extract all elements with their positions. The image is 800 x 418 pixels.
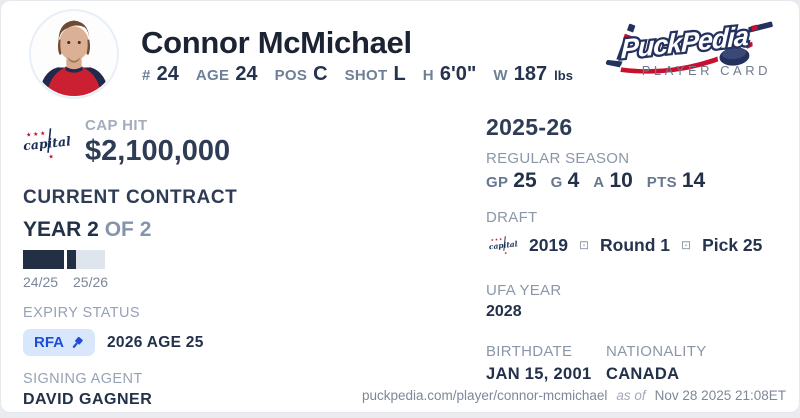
stat-assists: A 10 <box>593 169 633 193</box>
stat-label: POS <box>274 67 308 84</box>
stat-number: # 24 <box>142 63 179 86</box>
stat-points: PTS 14 <box>647 169 705 193</box>
stat-gp: GP 25 <box>486 169 537 193</box>
cap-hit-label: CAP HIT <box>85 117 148 134</box>
signing-agent-label: SIGNING AGENT <box>23 371 143 387</box>
draft-pick: Pick 25 <box>702 234 763 255</box>
stat-label: # <box>142 67 151 84</box>
stat-value: 24 <box>235 63 258 85</box>
regular-season-label: REGULAR SEASON <box>486 150 630 167</box>
profile-url-link[interactable]: puckpedia.com/player/connor-mcmichael <box>362 388 608 403</box>
separator-square-icon: ⊡ <box>681 238 692 252</box>
stat-age: AGE 24 <box>196 63 258 86</box>
stat-value: 10 <box>609 169 633 192</box>
draft-row: ★ ★ ★ capitals ★ 2019 ⊡ Round 1 ⊡ Pick 2… <box>486 233 786 257</box>
contract-year-progress-fill <box>67 250 76 269</box>
gavel-icon <box>72 336 83 348</box>
stat-value: 25 <box>513 169 537 192</box>
birthdate-value: JAN 15, 2001 <box>486 365 592 383</box>
svg-text:★ ★ ★: ★ ★ ★ <box>490 237 503 242</box>
stat-value: L <box>393 63 406 85</box>
capitals-logo: ★ ★ ★ capitals ★ <box>22 127 71 161</box>
stat-label: W <box>493 67 508 84</box>
hockey-stick-icon <box>604 22 637 70</box>
capitals-logo-small: ★ ★ ★ capitals ★ <box>488 236 518 255</box>
stat-value: 24 <box>156 63 179 85</box>
stat-label: G <box>550 174 563 191</box>
svg-text:★: ★ <box>504 251 508 255</box>
svg-text:★ ★ ★: ★ ★ ★ <box>26 129 46 138</box>
svg-text:★: ★ <box>48 153 54 161</box>
contract-year-current: YEAR 2 <box>23 218 99 241</box>
contract-year-labels: 24/25 25/26 <box>23 274 443 290</box>
contract-year-label: 24/25 <box>23 274 59 290</box>
nationality-value: CANADA <box>606 365 680 383</box>
contract-year-segment-complete <box>23 250 64 269</box>
contract-year-label: 25/26 <box>73 274 109 290</box>
stat-label: SHOT <box>344 67 388 84</box>
season-column: 2025-26 REGULAR SEASON GP 25 G 4 A 10 PT… <box>486 114 786 384</box>
contract-year-line: YEAR 2 OF 2 <box>23 218 443 242</box>
stat-goals: G 4 <box>551 169 580 193</box>
expiry-detail: 2026 AGE 25 <box>107 333 204 351</box>
stat-label: PTS <box>646 174 677 191</box>
draft-label: DRAFT <box>486 209 538 226</box>
contract-year-of: OF 2 <box>104 218 152 241</box>
stat-value: C <box>313 63 328 85</box>
player-card-tagline: PLAYER CARD <box>641 63 771 78</box>
bio-row: BIRTHDATE JAN 15, 2001 NATIONALITY CANAD… <box>486 343 786 384</box>
birthdate-label: BIRTHDATE <box>486 343 573 360</box>
cap-hit-value: $2,100,000 <box>85 135 231 167</box>
expiry-status-label: EXPIRY STATUS <box>23 305 140 321</box>
player-photo <box>29 9 119 99</box>
stat-value: 14 <box>681 169 706 192</box>
current-contract-heading: CURRENT CONTRACT <box>23 187 238 208</box>
svg-text:capitals: capitals <box>488 239 518 251</box>
contract-progress-bar <box>23 250 443 269</box>
stat-unit: lbs <box>554 68 573 83</box>
player-bio-statline: # 24 AGE 24 POS C SHOT L H 6'0" W 187 lb… <box>142 63 573 86</box>
stat-label: AGE <box>195 67 230 84</box>
stat-value: 6'0" <box>439 63 477 85</box>
rfa-badge-text: RFA <box>34 334 64 351</box>
stick-butt-icon <box>746 20 775 34</box>
stat-label: A <box>593 174 605 191</box>
separator-square-icon: ⊡ <box>578 238 589 252</box>
puck-icon <box>717 45 752 68</box>
draft-year: 2019 <box>529 234 568 255</box>
signing-agent-name: DAVID GAGNER <box>23 391 153 408</box>
player-name: Connor McMichael <box>141 25 412 60</box>
ufa-year-value: 2028 <box>486 303 522 320</box>
cap-hit-row: ★ ★ ★ capitals ★ CAP HIT $2,100,000 <box>19 117 443 168</box>
puckpedia-logo: PuckPedia <box>601 13 781 85</box>
season-title: 2025-26 <box>486 114 573 140</box>
as-of-label: as of <box>616 388 646 403</box>
birthdate-block: BIRTHDATE JAN 15, 2001 <box>486 343 606 384</box>
footer: puckpedia.com/player/connor-mcmichael as… <box>362 388 786 403</box>
stat-value: 4 <box>567 169 580 192</box>
stat-label: GP <box>486 174 509 191</box>
contract-column: ★ ★ ★ capitals ★ CAP HIT $2,100,000 CURR… <box>22 117 443 409</box>
ufa-year-label: UFA YEAR <box>486 282 562 299</box>
stat-shot: SHOT L <box>345 63 406 86</box>
stat-label: H <box>422 67 434 84</box>
stat-height: H 6'0" <box>423 63 477 86</box>
timestamp: Nov 28 2025 21:08ET <box>654 388 786 403</box>
contract-year-segment-current <box>67 250 105 269</box>
stat-position: POS C <box>275 63 328 86</box>
stat-weight: W 187 lbs <box>493 63 573 86</box>
nationality-block: NATIONALITY CANADA <box>606 343 707 384</box>
stat-value: 187 <box>513 63 548 85</box>
player-photo-illustration <box>31 11 117 97</box>
rfa-badge: RFA <box>23 329 95 356</box>
nationality-label: NATIONALITY <box>606 343 707 360</box>
draft-round: Round 1 <box>600 234 670 255</box>
expiry-status-row: RFA 2026 AGE 25 <box>23 329 443 356</box>
regular-season-stats: GP 25 G 4 A 10 PTS 14 <box>486 169 786 193</box>
svg-text:capitals: capitals <box>22 132 71 153</box>
